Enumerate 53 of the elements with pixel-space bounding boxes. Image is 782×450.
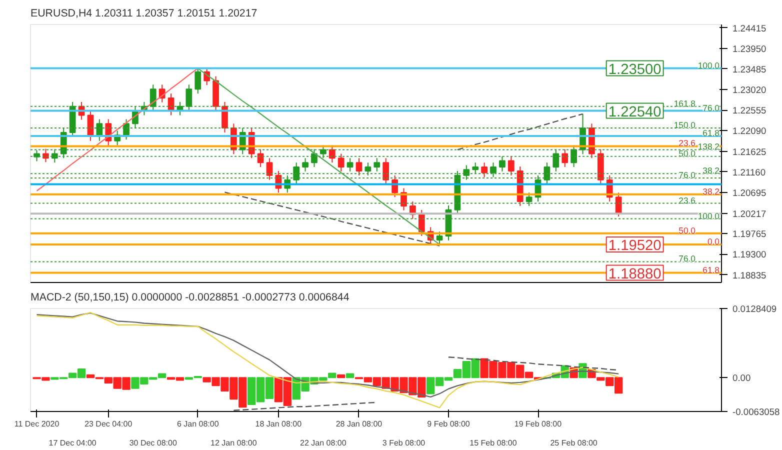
x-tick-label: 15 Feb 08:00 — [470, 438, 518, 448]
annotation: 38.2 — [702, 186, 720, 196]
annotation: 0.0 — [707, 236, 720, 246]
y-tick-label: 1.21625 — [732, 146, 766, 157]
y-tick-label: 1.23950 — [732, 44, 766, 54]
x-tick-label: 6 Jan 08:00 — [176, 420, 220, 428]
y-tick-label: 1.18835 — [732, 270, 766, 280]
ref-line-label: 1.22540 — [608, 104, 662, 120]
annotation: 150.0 — [674, 120, 696, 130]
y-tick-label: -0.0063058 — [732, 407, 780, 417]
y-tick-label: 1.20695 — [732, 188, 766, 198]
annotation: 76.0 — [702, 102, 720, 113]
chart-title: EURUSD,H4 1.20311 1.20357 1.20151 1.20217 — [30, 8, 258, 20]
x-tick-label: 3 Feb 08:00 — [382, 438, 426, 448]
x-tick-label: 11 Dec 2020 — [14, 420, 60, 428]
x-tick-label: 12 Jan 08:00 — [210, 438, 258, 448]
x-tick-label: 18 Jan 08:00 — [255, 420, 302, 428]
x-tick-label: 28 Jan 08:00 — [336, 420, 383, 428]
x-tick-label: 22 Jan 08:00 — [300, 438, 347, 448]
annotation: 23.6 — [678, 138, 696, 148]
annotation: 100.0 — [698, 60, 720, 70]
x-tick-label: 19 Feb 08:00 — [514, 420, 562, 428]
y-tick-label: 1.19765 — [732, 229, 766, 240]
y-tick-label: 0.00 — [732, 373, 751, 384]
annotation: 100.0 — [698, 210, 720, 221]
annotation: 61.8 — [702, 264, 720, 275]
ref-line-label: 1.19520 — [608, 238, 662, 254]
x-tick-label: 9 Feb 08:00 — [427, 420, 470, 428]
y-tick-label: 1.23020 — [732, 85, 766, 96]
x-tick-label: 25 Feb 08:00 — [550, 438, 598, 448]
annotation: 161.8 — [674, 98, 696, 108]
x-tick-label: 30 Dec 08:00 — [129, 438, 178, 448]
y-tick-label: 1.19300 — [732, 250, 766, 260]
annotation: 76.0 — [678, 254, 696, 264]
y-tick-label: 1.22090 — [732, 126, 766, 136]
y-tick-label: 1.22555 — [732, 106, 766, 116]
y-tick-label: 1.24415 — [732, 23, 766, 34]
x-tick-label: 23 Dec 04:00 — [84, 420, 133, 428]
annotation: 50.0 — [678, 148, 696, 158]
chart-title: MACD-2 (50,150,15) 0.0000000 -0.0028851 -0.0002773 0.0006844 — [30, 292, 350, 304]
annotation: 38.2 — [702, 166, 720, 176]
y-tick-label: 1.20217 — [732, 209, 766, 220]
y-tick-label: 1.23485 — [732, 64, 766, 74]
annotation: 23.6 — [678, 195, 696, 206]
x-tick-label: 17 Dec 04:00 — [48, 438, 97, 448]
annotation: 61.8 — [702, 128, 720, 138]
y-tick-label: 1.21160 — [732, 167, 766, 178]
annotation: 50.0 — [678, 225, 696, 236]
annotation: 76.0 — [678, 170, 696, 180]
y-tick-label: 0.0128409 — [732, 304, 777, 314]
ref-line-label: 1.23500 — [608, 62, 662, 78]
ref-line-label: 1.18880 — [608, 266, 662, 282]
annotation: 138.2 — [698, 142, 720, 152]
